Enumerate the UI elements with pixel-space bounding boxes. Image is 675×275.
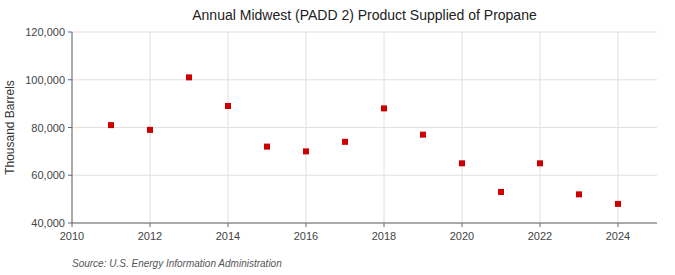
tick-label: 2012 (138, 230, 162, 242)
tick-mark (68, 175, 72, 176)
grid-line (72, 127, 657, 128)
point (303, 148, 309, 154)
tick-mark (68, 223, 72, 224)
tick-label: 2010 (60, 230, 84, 242)
grid-line (72, 32, 73, 223)
point (186, 74, 192, 80)
point (576, 191, 582, 197)
grid-line (462, 32, 463, 223)
tick-mark (618, 223, 619, 227)
chart: Annual Midwest (PADD 2) Product Supplied… (0, 0, 675, 275)
tick-mark (384, 223, 385, 227)
grid-line (540, 32, 541, 223)
axes: 40,000 60,000 80,000 100,000 120,000 2010 2012… (25, 26, 657, 242)
point (381, 105, 387, 111)
tick-label: 2016 (294, 230, 318, 242)
tick-mark (68, 79, 72, 80)
tick-label: 120,000 (25, 26, 65, 38)
y-axis-label: Thousand Barrels (3, 80, 17, 175)
tick-mark (306, 223, 307, 227)
grid-line (72, 79, 657, 80)
point (147, 127, 153, 133)
tick-label: 2020 (450, 230, 474, 242)
point (498, 189, 504, 195)
grid-line (228, 32, 229, 223)
tick-mark (68, 32, 72, 33)
tick-mark (540, 223, 541, 227)
tick-label: 40,000 (31, 217, 65, 229)
point (420, 132, 426, 138)
tick-label: 2024 (606, 230, 630, 242)
tick-label: 100,000 (25, 74, 65, 86)
grid-line (72, 223, 657, 224)
source-note: Source: U.S. Energy Information Administ… (72, 258, 282, 269)
point (225, 103, 231, 109)
tick-label: 2018 (372, 230, 396, 242)
y-axis-line (72, 32, 73, 223)
grid-line (384, 32, 385, 223)
tick-label: 2022 (528, 230, 552, 242)
tick-mark (150, 223, 151, 227)
tick-label: 60,000 (31, 169, 65, 181)
grid-line (72, 32, 657, 33)
points (108, 74, 621, 207)
point (537, 160, 543, 166)
point (615, 201, 621, 207)
point (342, 139, 348, 145)
grid-line (72, 175, 657, 176)
grid (72, 32, 657, 223)
point (264, 144, 270, 150)
point (108, 122, 114, 128)
tick-mark (72, 223, 73, 227)
tick-label: 80,000 (31, 122, 65, 134)
x-axis-line (72, 223, 657, 224)
tick-label: 2014 (216, 230, 240, 242)
title: Annual Midwest (PADD 2) Product Supplied… (192, 7, 537, 23)
grid-line (306, 32, 307, 223)
tick-mark (228, 223, 229, 227)
tick-mark (462, 223, 463, 227)
grid-line (618, 32, 619, 223)
tick-mark (68, 127, 72, 128)
point (459, 160, 465, 166)
